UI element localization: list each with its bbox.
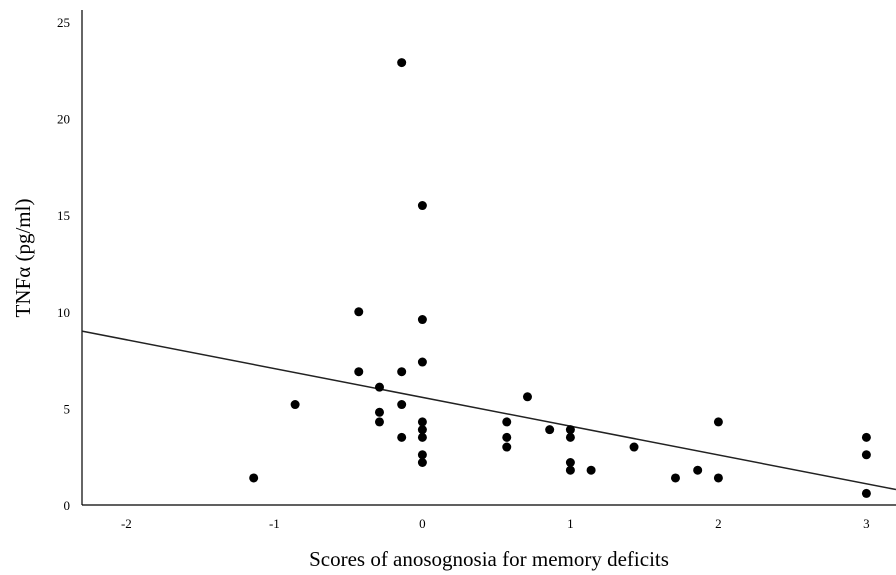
data-point xyxy=(586,465,596,475)
x-tick-label: 1 xyxy=(567,516,574,531)
data-point xyxy=(417,432,427,442)
data-point xyxy=(374,417,384,427)
data-point xyxy=(397,432,407,442)
y-tick-label: 5 xyxy=(64,401,71,416)
data-point xyxy=(693,465,703,475)
data-point xyxy=(374,382,384,392)
data-point xyxy=(354,307,364,317)
data-point xyxy=(565,457,575,467)
data-point xyxy=(713,473,723,483)
data-point xyxy=(397,58,407,68)
data-point xyxy=(670,473,680,483)
data-point xyxy=(417,450,427,460)
x-tick-labels: -2 -1 0 1 2 3 xyxy=(121,516,870,531)
x-tick-label: -2 xyxy=(121,516,132,531)
data-point xyxy=(565,432,575,442)
y-tick-label: 10 xyxy=(57,305,70,320)
x-axis-title: Scores of anosognosia for memory deficit… xyxy=(309,547,669,571)
data-point xyxy=(397,400,407,410)
x-tick-label: -1 xyxy=(269,516,280,531)
y-tick-labels: 0 5 10 15 20 25 xyxy=(57,15,70,513)
x-tick-label: 0 xyxy=(419,516,426,531)
data-point xyxy=(417,425,427,435)
data-point xyxy=(861,432,871,442)
data-point xyxy=(290,400,300,410)
x-tick-label: 2 xyxy=(715,516,722,531)
data-point xyxy=(417,201,427,211)
y-tick-label: 20 xyxy=(57,112,70,127)
data-point xyxy=(545,425,555,435)
data-point xyxy=(565,425,575,435)
y-tick-label: 15 xyxy=(57,208,70,223)
data-point xyxy=(417,315,427,325)
data-points xyxy=(249,58,871,498)
y-tick-label: 25 xyxy=(57,15,70,30)
data-point xyxy=(629,442,639,452)
data-point xyxy=(417,457,427,467)
data-point xyxy=(397,367,407,377)
regression-line xyxy=(81,330,896,491)
data-point xyxy=(417,357,427,367)
data-point xyxy=(374,407,384,417)
data-point xyxy=(565,465,575,475)
data-point xyxy=(522,392,532,402)
data-point xyxy=(417,417,427,427)
data-point xyxy=(713,417,723,427)
data-point xyxy=(502,432,512,442)
data-point xyxy=(502,417,512,427)
data-point xyxy=(354,367,364,377)
data-point xyxy=(502,442,512,452)
data-point xyxy=(861,488,871,498)
data-point xyxy=(249,473,259,483)
y-tick-label: 0 xyxy=(64,498,71,513)
data-point xyxy=(861,450,871,460)
y-axis-title: TNFα (pg/ml) xyxy=(11,199,35,318)
x-tick-label: 3 xyxy=(863,516,870,531)
axes xyxy=(81,10,896,506)
